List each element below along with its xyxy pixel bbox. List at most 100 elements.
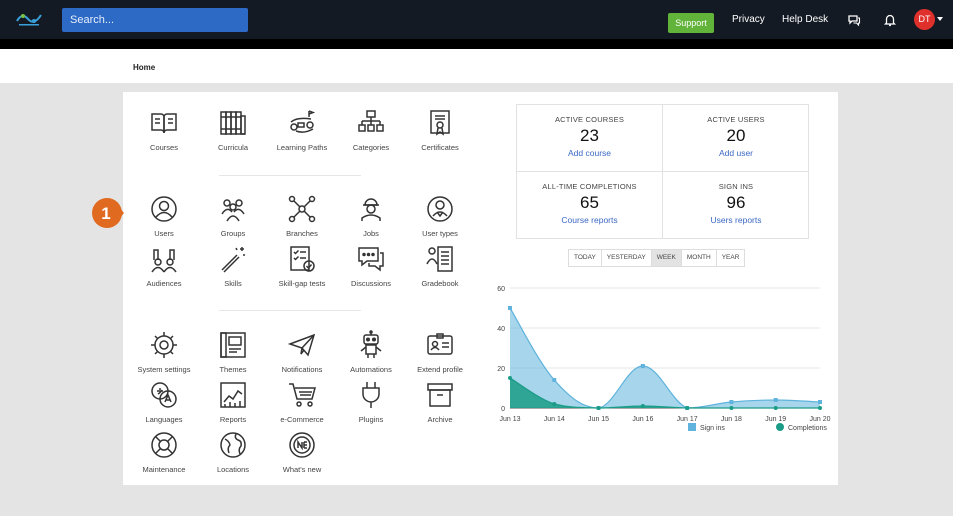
data-point (508, 376, 512, 380)
tile-locations[interactable]: Locations (198, 430, 268, 474)
tile-label: Maintenance (142, 465, 186, 474)
tile-groups[interactable]: Groups (198, 194, 268, 238)
stat-value: 23 (580, 126, 599, 145)
tile-curricula[interactable]: Curricula (198, 108, 268, 152)
tile-maintenance[interactable]: Maintenance (129, 430, 199, 474)
tile-label: Groups (220, 229, 246, 238)
tab-month[interactable]: MONTH (682, 250, 717, 266)
add-user-link[interactable]: Add user (718, 148, 754, 158)
tile-audiences[interactable]: Audiences (129, 244, 199, 288)
tile-label: Automations (350, 365, 392, 374)
book-icon (151, 113, 177, 134)
privacy-link[interactable]: Privacy (732, 14, 765, 25)
tile-label: Archive (427, 415, 453, 424)
tab-today[interactable]: TODAY (569, 250, 602, 266)
support-button[interactable]: Support (668, 13, 714, 33)
categories-icon (358, 110, 384, 132)
header-strip (0, 39, 953, 49)
tile-label: Locations (216, 465, 250, 474)
legend-swatch (776, 423, 784, 431)
tile-label: Languages (145, 415, 183, 424)
legend-label: Completions (788, 425, 827, 432)
divider (219, 310, 361, 311)
data-point (773, 406, 778, 410)
tile-learning-paths[interactable]: Learning Paths (267, 108, 337, 152)
stat-title: SIGN INS (718, 182, 754, 191)
tile-skills[interactable]: Skills (198, 244, 268, 288)
series-area (510, 378, 820, 408)
books-icon (220, 111, 246, 135)
x-tick-label: Jun 14 (544, 416, 565, 423)
reports-icon (220, 382, 246, 408)
data-point (685, 406, 690, 410)
course-reports-link[interactable]: Course reports (561, 215, 618, 225)
tile-languages[interactable]: Languages (129, 380, 199, 424)
x-tick-label: Jun 18 (721, 416, 742, 423)
logo-icon[interactable] (14, 9, 44, 29)
time-range-tabs: TODAY YESTERDAY WEEK MONTH YEAR (568, 249, 746, 267)
data-point (552, 378, 557, 382)
tile-jobs[interactable]: Jobs (336, 194, 406, 238)
breadcrumb[interactable]: Home (133, 63, 156, 72)
tile-e-commerce[interactable]: e-Commerce (267, 380, 337, 424)
themes-icon (220, 332, 246, 358)
stats-panel: ACTIVE COURSES 23 Add course ACTIVE USER… (516, 104, 809, 239)
languages-icon (151, 382, 177, 408)
tile-courses[interactable]: Courses (129, 108, 199, 152)
tile-user-types[interactable]: User types (405, 194, 475, 238)
search-input[interactable] (62, 8, 248, 32)
series-line (509, 377, 820, 409)
users-reports-link[interactable]: Users reports (710, 215, 762, 225)
tile-certificates[interactable]: Certificates (405, 108, 475, 152)
tile-label: Courses (150, 143, 178, 152)
tile-skill-gap-tests[interactable]: Skill-gap tests (267, 244, 337, 288)
whats-new-icon (289, 432, 315, 458)
tile-users[interactable]: Users (129, 194, 199, 238)
tile-label: Extend profile (417, 365, 463, 374)
stat-active-courses: ACTIVE COURSES 23 Add course (517, 105, 663, 172)
tile-reports[interactable]: Reports (198, 380, 268, 424)
tile-label: User types (422, 229, 458, 238)
top-navbar: Support Privacy Help Desk DT (0, 0, 953, 39)
tile-gradebook[interactable]: Gradebook (405, 244, 475, 288)
bell-icon[interactable] (883, 13, 897, 27)
tile-automations[interactable]: Automations (336, 330, 406, 374)
helpdesk-link[interactable]: Help Desk (782, 14, 829, 25)
tile-plugins[interactable]: Plugins (336, 380, 406, 424)
y-tick-label: 0 (501, 406, 505, 413)
checklist-icon (290, 246, 315, 272)
tile-whats-new[interactable]: What's new (267, 430, 337, 474)
certificate-icon (430, 110, 450, 136)
divider (219, 175, 361, 176)
stat-sign-ins: SIGN INS 96 Users reports (663, 172, 809, 239)
tile-discussions[interactable]: Discussions (336, 244, 406, 288)
tab-yesterday[interactable]: YESTERDAY (602, 250, 652, 266)
legend-label: Sign ins (700, 425, 725, 432)
tile-themes[interactable]: Themes (198, 330, 268, 374)
avatar[interactable]: DT (914, 9, 935, 30)
callout-badge: 1 (92, 198, 124, 228)
tile-label: Skill-gap tests (278, 279, 326, 288)
tile-extend-profile[interactable]: Extend profile (405, 330, 475, 374)
audiences-icon (151, 249, 177, 273)
tab-year[interactable]: YEAR (721, 254, 740, 261)
tile-label: Learning Paths (276, 143, 328, 152)
data-point (729, 406, 734, 410)
tile-branches[interactable]: Branches (267, 194, 337, 238)
tile-categories[interactable]: Categories (336, 108, 406, 152)
chat-icon[interactable] (847, 13, 861, 27)
data-point (818, 400, 822, 404)
tile-label: System settings (137, 365, 191, 374)
add-course-link[interactable]: Add course (568, 148, 611, 158)
stat-title: ALL-TIME COMPLETIONS (542, 182, 637, 191)
groups-icon (221, 199, 245, 222)
activity-chart: 0 20 40 60 Jun 13 Jun 14 Jun 15 Jun 16 Jun 17 Jun… (497, 286, 830, 432)
tile-system-settings[interactable]: System settings (129, 330, 199, 374)
tile-archive[interactable]: Archive (405, 380, 475, 424)
tile-notifications[interactable]: Notifications (267, 330, 337, 374)
y-tick-label: 40 (497, 326, 505, 333)
legend-swatch (688, 423, 696, 431)
data-point (508, 306, 512, 310)
tab-week[interactable]: WEEK (651, 250, 682, 266)
chevron-down-icon[interactable] (937, 17, 943, 21)
